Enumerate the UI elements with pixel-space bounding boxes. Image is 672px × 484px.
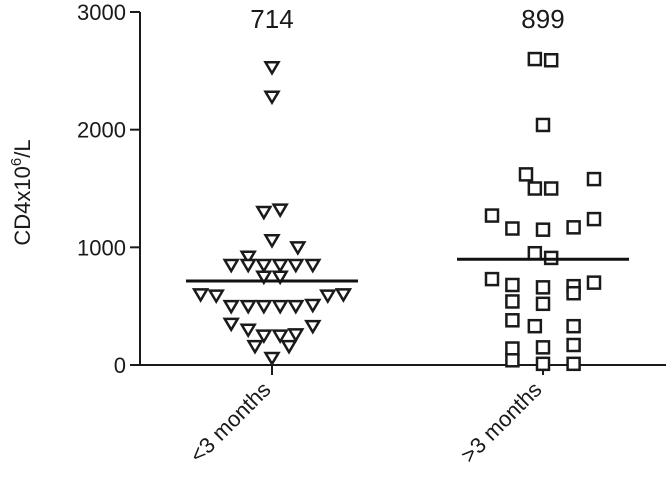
square-marker [535, 280, 551, 295]
square-marker [484, 271, 500, 287]
y-axis-title-suffix: /L [10, 139, 35, 157]
median-lines [186, 257, 629, 283]
triangle-marker [239, 250, 257, 266]
square-marker [505, 277, 520, 293]
square-marker [535, 222, 551, 237]
triangle-marker [271, 258, 289, 274]
triangle-marker [207, 289, 225, 305]
square-marker [566, 337, 581, 353]
median-labels: 714 899 [250, 4, 564, 34]
y-axis-title: CD4x106/L [8, 139, 35, 245]
triangle-marker [271, 203, 289, 219]
square-marker [535, 296, 551, 312]
square-marker [543, 52, 559, 68]
square-marker [535, 356, 551, 372]
square-marker [586, 171, 602, 187]
y-axis-title-superscript: 6 [8, 158, 25, 166]
triangle-marker [287, 299, 305, 315]
square-marker [505, 313, 520, 328]
square-marker [535, 117, 551, 133]
triangle-marker [271, 329, 289, 345]
triangle-marker [255, 205, 273, 221]
square-marker [484, 208, 500, 223]
square-marker [586, 211, 602, 227]
triangle-marker [263, 90, 281, 106]
square-marker [518, 167, 534, 182]
y-tick-label: 3000 [77, 0, 126, 25]
square-marker [505, 353, 520, 368]
square-marker [527, 245, 543, 261]
square-marker [566, 318, 581, 334]
x-category-label: >3 months [456, 377, 547, 468]
square-marker [586, 275, 602, 290]
y-tick-label: 1000 [77, 235, 126, 260]
triangle-marker [222, 317, 240, 333]
square-marker [527, 318, 543, 334]
triangle-marker [239, 299, 257, 315]
y-tick-label: 0 [114, 353, 126, 378]
square-marker [505, 341, 520, 356]
data-points [191, 51, 602, 372]
square-marker [543, 181, 559, 196]
square-marker [566, 356, 581, 372]
triangle-marker [304, 258, 322, 274]
triangle-marker [271, 299, 289, 315]
triangle-marker [239, 258, 257, 274]
triangle-marker [246, 339, 264, 355]
triangle-marker [263, 61, 281, 76]
square-marker [566, 220, 581, 235]
square-marker [527, 51, 543, 67]
triangle-marker [304, 298, 322, 314]
y-ticks: 0 1000 2000 3000 [77, 0, 140, 378]
square-marker [505, 221, 520, 236]
y-axis-title-prefix: CD4x10 [10, 166, 35, 245]
triangle-marker [304, 319, 322, 335]
triangle-marker [263, 351, 281, 367]
triangle-marker [287, 258, 305, 274]
triangle-marker [239, 323, 257, 339]
median-value-label: 899 [521, 4, 564, 34]
triangle-marker [255, 270, 273, 286]
median-value-label: 714 [250, 4, 293, 34]
triangle-marker [280, 339, 298, 355]
triangle-marker [255, 329, 273, 345]
triangle-marker [271, 270, 289, 286]
square-marker [535, 340, 551, 355]
triangle-marker [289, 241, 307, 256]
y-tick-label: 2000 [77, 118, 126, 143]
square-marker [566, 285, 581, 301]
triangle-marker [191, 288, 210, 303]
triangle-marker [222, 299, 240, 315]
x-ticks: <3 months >3 months [185, 365, 547, 468]
square-marker [527, 181, 543, 196]
triangle-marker [255, 258, 273, 274]
square-marker [505, 294, 520, 309]
triangle-marker [222, 258, 240, 274]
triangle-marker [263, 234, 281, 249]
triangle-marker [255, 299, 273, 315]
x-category-label: <3 months [185, 377, 276, 468]
triangle-marker [319, 289, 337, 305]
triangle-marker [334, 288, 353, 303]
triangle-marker [287, 328, 305, 343]
